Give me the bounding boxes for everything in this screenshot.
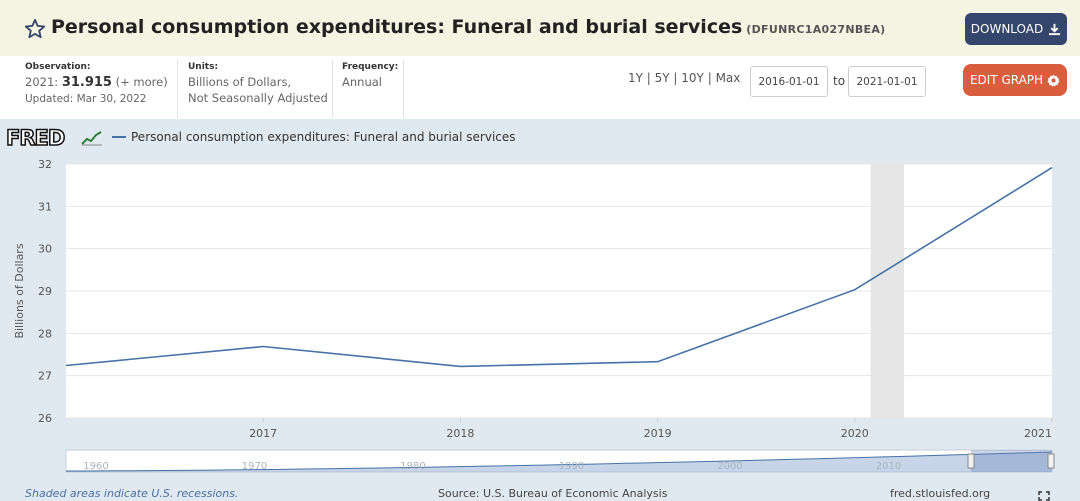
- download-icon: [1049, 23, 1061, 35]
- units-block: Units: Billions of Dollars, Not Seasonal…: [188, 62, 328, 114]
- navigator-tick-label: 2010: [876, 461, 901, 472]
- fred-logo-text: FRED: [5, 125, 66, 151]
- to-label: to: [833, 74, 846, 88]
- x-tick-label: 2020: [841, 427, 869, 440]
- series-header: Personal consumption expenditures: Funer…: [0, 0, 1080, 56]
- y-tick-label: 30: [38, 243, 52, 256]
- end-date-input[interactable]: [848, 66, 926, 97]
- page-title: Personal consumption expenditures: Funer…: [51, 16, 886, 38]
- updated-date: Updated: Mar 30, 2022: [25, 93, 147, 105]
- y-tick-label: 32: [38, 158, 52, 171]
- frequency-block: Frequency: Annual: [342, 62, 398, 114]
- observation-label: Observation:: [25, 62, 91, 72]
- edit-graph-button[interactable]: EDIT GRAPH: [963, 64, 1067, 96]
- frequency-label: Frequency:: [342, 62, 399, 72]
- fullscreen-icon[interactable]: [1038, 491, 1050, 501]
- observation-line: 2021: 31.915 (+ more): [25, 74, 168, 91]
- recession-note: Shaded areas indicate U.S. recessions.: [25, 487, 239, 500]
- divider: [177, 60, 178, 118]
- navigator-handle: [967, 453, 975, 469]
- observation-block: Observation: 2021: 31.915 (+ more) Updat…: [25, 62, 168, 114]
- navigator-tick-label: 1970: [242, 461, 267, 472]
- fred-logo-graph-icon: [81, 131, 102, 146]
- units-line1: Billions of Dollars,: [188, 75, 292, 89]
- navigator-selection: [971, 450, 1052, 472]
- navigator-tick-label: 1960: [83, 461, 108, 472]
- star-icon[interactable]: [24, 18, 46, 40]
- legend-label: Personal consumption expenditures: Funer…: [131, 130, 516, 144]
- edit-graph-label: EDIT GRAPH: [969, 73, 1044, 87]
- frequency-value: Annual: [342, 75, 382, 89]
- download-button[interactable]: DOWNLOAD: [965, 13, 1067, 45]
- range-5y[interactable]: 5Y: [654, 71, 670, 85]
- x-tick-label: 2018: [446, 427, 474, 440]
- range-max[interactable]: Max: [715, 71, 741, 85]
- series-id: (DFUNRC1A027NBEA): [746, 23, 886, 36]
- x-tick-label: 2019: [644, 427, 672, 440]
- navigator-tick-label: 1990: [559, 461, 584, 472]
- y-tick-label: 26: [38, 412, 52, 425]
- source-text: Source: U.S. Bureau of Economic Analysis: [438, 487, 668, 500]
- divider: [403, 60, 404, 118]
- navigator-tick-label: 1980: [400, 461, 425, 472]
- observation-more-link[interactable]: (+ more): [115, 75, 168, 89]
- y-tick-label: 27: [38, 370, 52, 383]
- x-tick-label: 2017: [249, 427, 277, 440]
- gear-icon: [1047, 73, 1060, 87]
- x-tick-label: 2021: [1024, 427, 1052, 440]
- chart-legend: Personal consumption expenditures: Funer…: [112, 130, 516, 144]
- start-date-input[interactable]: [750, 66, 828, 97]
- y-axis-label: Billions of Dollars: [13, 243, 26, 338]
- y-tick-label: 31: [38, 200, 52, 213]
- navigator-area: [66, 452, 1052, 472]
- divider: [332, 60, 333, 118]
- observation-value: 31.915: [61, 75, 112, 90]
- series-line: [65, 166, 1053, 368]
- fred-logo: FRED: [5, 125, 66, 151]
- legend-swatch: [112, 136, 126, 138]
- range-selector: 1Y | 5Y | 10Y | Max: [628, 71, 741, 85]
- series-title: Personal consumption expenditures: Funer…: [51, 16, 743, 38]
- site-link[interactable]: fred.stlouisfed.org: [890, 487, 991, 500]
- range-1y[interactable]: 1Y: [628, 71, 643, 85]
- range-10y[interactable]: 10Y: [681, 71, 704, 85]
- y-tick-label: 29: [38, 285, 52, 298]
- units-line2: Not Seasonally Adjusted: [188, 91, 328, 105]
- y-tick-label: 28: [38, 327, 52, 340]
- download-label: DOWNLOAD: [970, 22, 1044, 36]
- observation-year: 2021:: [25, 75, 59, 89]
- navigator-tick-label: 2000: [717, 461, 742, 472]
- units-label: Units:: [188, 62, 219, 72]
- navigator-line: [66, 451, 1053, 472]
- navigator-handle: [1047, 453, 1055, 469]
